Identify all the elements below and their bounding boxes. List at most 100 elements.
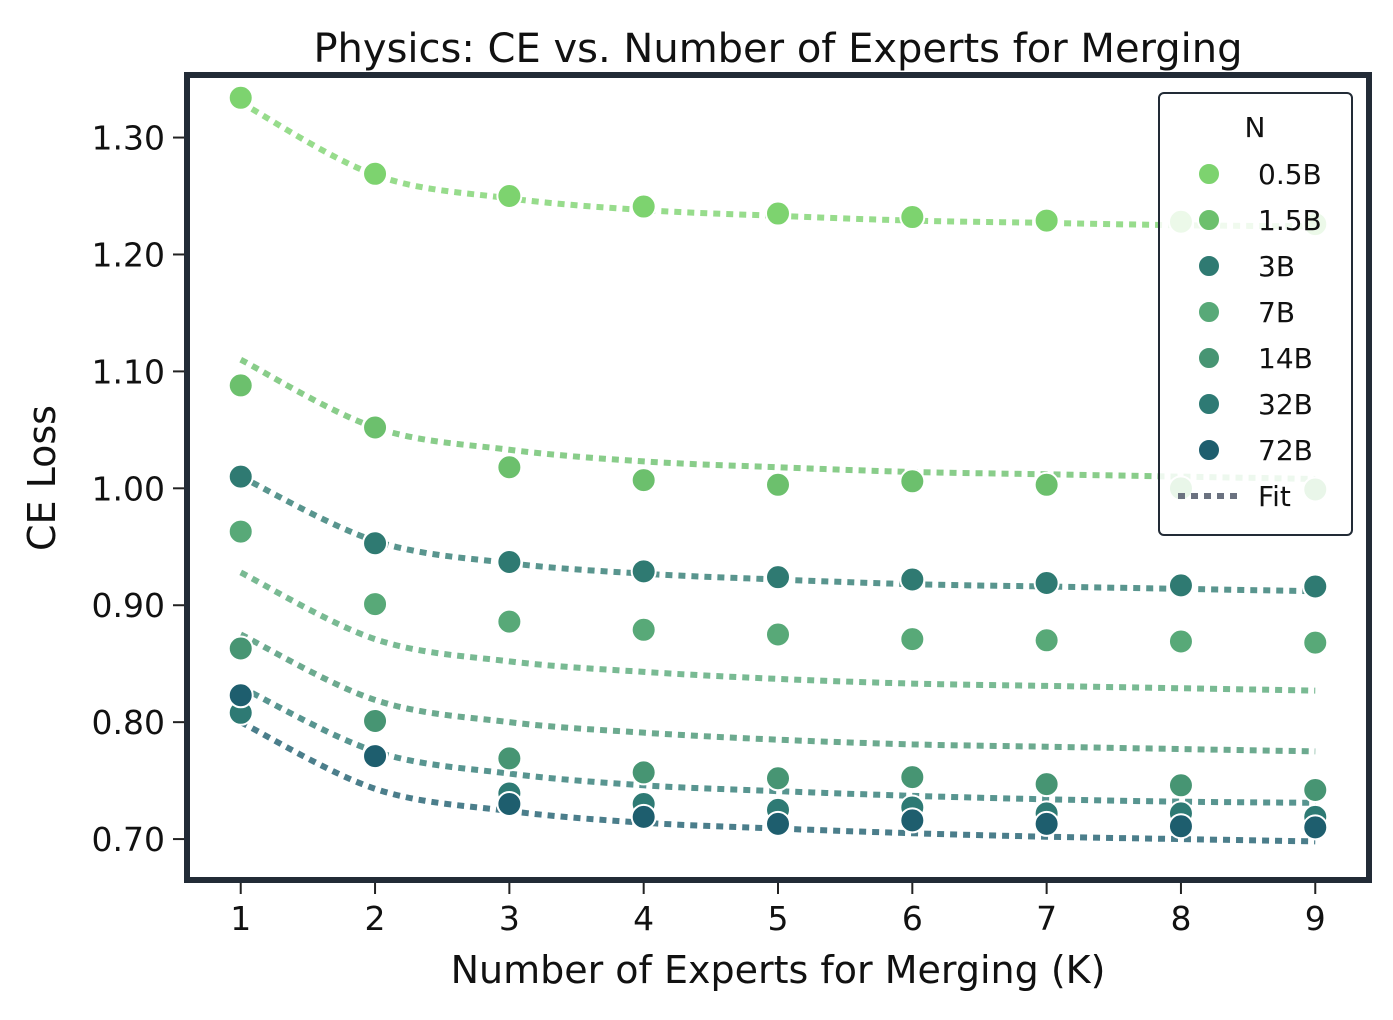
y-tick-label-0: 0.70 [92, 820, 165, 859]
legend-title: N [1245, 111, 1266, 144]
point-0-5b-k1 [227, 84, 254, 111]
point-7b-k7 [1033, 627, 1060, 654]
x-tick-label-7: 7 [1036, 899, 1057, 938]
data-points [227, 84, 1329, 841]
point-3b-k1 [227, 463, 254, 490]
legend-label-72b: 72B [1258, 434, 1313, 467]
x-tick-label-1: 1 [230, 899, 251, 938]
point-3b-k8 [1167, 572, 1194, 599]
point-0-5b-k2 [362, 160, 389, 187]
fit-lines [239, 99, 1316, 845]
x-tick-label-4: 4 [633, 899, 654, 938]
point-14b-k4 [630, 759, 657, 786]
point-0-5b-k5 [765, 200, 791, 227]
point-72b-k1 [227, 682, 254, 709]
y-tick-label-3: 1.00 [92, 469, 165, 508]
point-72b-k5 [765, 810, 791, 837]
y-tick-label-2: 0.90 [92, 586, 165, 625]
legend-label-7b: 7B [1258, 296, 1295, 329]
point-72b-k6 [899, 807, 926, 834]
y-tick-label-4: 1.10 [92, 352, 165, 391]
legend: N 0.5B 1.5B 3B 7B 14B 32B 72B Fit [1158, 92, 1353, 536]
legend-label-0-5b: 0.5B [1258, 158, 1322, 191]
x-tick-label-5: 5 [768, 899, 789, 938]
plot-frame [184, 72, 1372, 883]
point-3b-k4 [630, 558, 657, 585]
point-7b-k6 [899, 626, 926, 653]
point-3b-k9 [1302, 573, 1329, 600]
point-0-5b-k3 [496, 183, 523, 210]
point-7b-k2 [362, 591, 389, 618]
fit-line-7b [239, 569, 1316, 694]
x-tick-label-3: 3 [499, 899, 520, 938]
point-72b-k9 [1302, 814, 1329, 841]
x-tick-label-8: 8 [1170, 899, 1191, 938]
point-72b-k4 [630, 803, 657, 830]
x-axis-ticks: 1 2 3 4 5 6 7 8 9 [230, 883, 1326, 938]
x-axis-label: Number of Experts for Merging (K) [451, 948, 1106, 992]
point-72b-k2 [362, 743, 389, 770]
point-7b-k8 [1167, 628, 1194, 655]
point-3b-k2 [362, 530, 389, 557]
fit-line-1-5b [239, 357, 1316, 482]
legend-box [1158, 92, 1353, 536]
point-3b-k6 [899, 566, 926, 593]
point-1-5b-k4 [630, 467, 657, 494]
point-72b-k3 [496, 791, 523, 818]
fit-line-0-5b [239, 99, 1316, 230]
point-0-5b-k7 [1033, 207, 1060, 234]
point-3b-k7 [1033, 570, 1060, 597]
point-14b-k9 [1302, 776, 1329, 803]
point-7b-k9 [1302, 629, 1329, 656]
legend-marker-14b [1197, 346, 1221, 370]
legend-label-32b: 32B [1258, 388, 1313, 421]
legend-label-3b: 3B [1258, 250, 1295, 283]
legend-label-14b: 14B [1258, 342, 1313, 375]
point-14b-k5 [765, 765, 791, 792]
y-axis-label: CE Loss [20, 405, 64, 551]
legend-marker-32b [1197, 392, 1221, 416]
point-1-5b-k2 [362, 414, 389, 441]
point-14b-k2 [362, 707, 389, 734]
point-14b-k1 [227, 635, 254, 662]
point-0-5b-k4 [630, 193, 657, 220]
point-1-5b-k6 [899, 468, 926, 495]
legend-items: 0.5B 1.5B 3B 7B 14B 32B 72B Fit [1178, 158, 1322, 513]
x-tick-label-2: 2 [365, 899, 386, 938]
y-axis-ticks: 0.70 0.80 0.90 1.00 1.10 1.20 1.30 [92, 119, 184, 859]
chart-title: Physics: CE vs. Number of Experts for Me… [313, 26, 1242, 72]
point-7b-k5 [765, 621, 791, 648]
point-0-5b-k6 [899, 204, 926, 231]
legend-marker-7b [1197, 300, 1221, 324]
y-tick-label-6: 1.30 [92, 119, 165, 158]
point-72b-k8 [1167, 813, 1194, 840]
point-14b-k8 [1167, 772, 1194, 799]
point-3b-k3 [496, 548, 523, 575]
legend-label-fit: Fit [1258, 480, 1291, 513]
point-1-5b-k5 [765, 471, 791, 498]
point-7b-k4 [630, 616, 657, 643]
legend-label-1-5b: 1.5B [1258, 204, 1322, 237]
fit-line-72b [239, 719, 1316, 845]
fit-line-32b [239, 684, 1316, 806]
fit-line-3b [239, 473, 1316, 595]
legend-marker-1-5b [1197, 208, 1221, 232]
fit-line-14b [239, 631, 1316, 755]
x-tick-label-6: 6 [902, 899, 923, 938]
y-tick-label-1: 0.80 [92, 703, 165, 742]
x-tick-label-9: 9 [1305, 899, 1326, 938]
point-1-5b-k7 [1033, 471, 1060, 498]
point-72b-k7 [1033, 810, 1060, 837]
point-14b-k7 [1033, 771, 1060, 798]
y-tick-label-5: 1.20 [92, 235, 165, 274]
legend-marker-0-5b [1197, 162, 1221, 186]
point-14b-k3 [496, 745, 523, 772]
point-1-5b-k3 [496, 454, 523, 481]
point-7b-k1 [227, 518, 254, 545]
point-14b-k6 [899, 764, 926, 791]
point-3b-k5 [765, 564, 791, 591]
point-1-5b-k1 [227, 372, 254, 399]
legend-marker-72b [1197, 438, 1221, 462]
point-7b-k3 [496, 608, 523, 635]
